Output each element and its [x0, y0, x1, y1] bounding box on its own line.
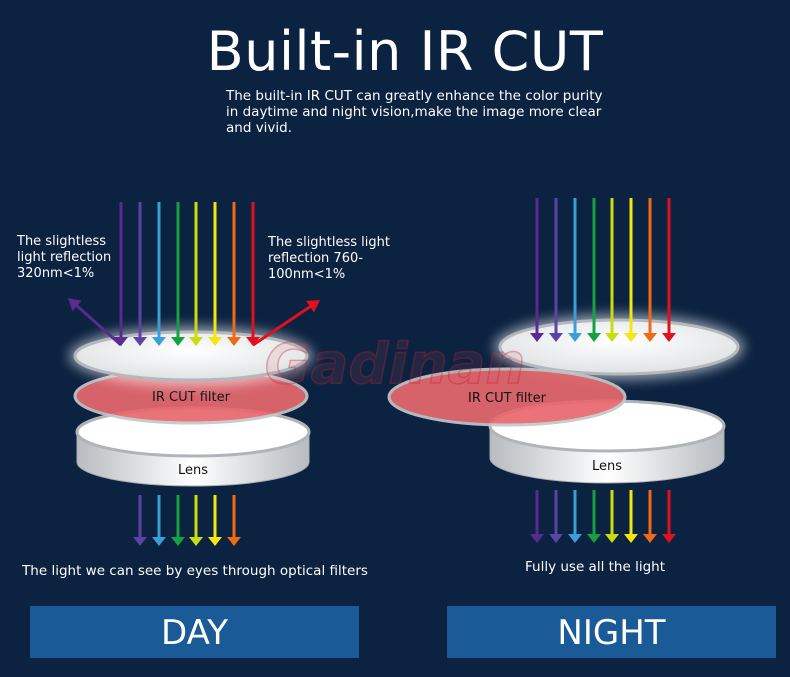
- day-reflection-arrow-ir-head: [306, 300, 320, 313]
- night-output-arrow-3-head: [587, 534, 601, 543]
- day-incoming-arrow-5: [208, 202, 222, 346]
- night-caption: Fully use all the light: [525, 559, 665, 575]
- night-output-arrow-5-head: [624, 534, 638, 543]
- day-output-arrow-4: [189, 495, 203, 546]
- day-incoming-arrow-0: [114, 202, 128, 346]
- night-incoming-arrow-7-head: [662, 333, 676, 342]
- night-incoming-arrow-0: [530, 198, 544, 342]
- day-output-arrow-6: [227, 495, 241, 546]
- day-ir-cut-filter: IR CUT filter: [73, 367, 309, 425]
- day-output-arrow-3: [171, 495, 185, 546]
- night-incoming-arrow-0-head: [530, 333, 544, 342]
- night-ir-cut-filter: IR CUT filter: [387, 367, 627, 427]
- night-ir-cut-filter-disc: [387, 367, 627, 427]
- night-output-arrow-3: [587, 490, 601, 543]
- day-reflection-arrow-ir: [252, 300, 320, 347]
- day-output-arrow-1: [133, 495, 147, 546]
- night-output-arrow-7: [662, 490, 676, 543]
- night-output-arrow-1: [549, 490, 563, 543]
- day-incoming-arrow-7-head: [246, 337, 260, 346]
- day-lens-label: Lens: [178, 463, 208, 478]
- night-lens-label: Lens: [592, 459, 622, 474]
- day-reflection-arrow-uv-shaft: [72, 302, 122, 347]
- day-output-arrow-6-head: [227, 537, 241, 546]
- day-reflection-arrow-uv-head: [68, 298, 82, 312]
- night-incoming-arrow-3: [587, 198, 601, 342]
- day-incoming-arrow-1-head: [133, 337, 147, 346]
- day-incoming-arrow-6-head: [227, 337, 241, 346]
- night-output-arrow-4: [605, 490, 619, 543]
- night-incoming-arrow-5: [624, 198, 638, 342]
- day-output-arrow-5-head: [208, 537, 222, 546]
- day-incoming-arrow-3-head: [171, 337, 185, 346]
- day-incoming-arrow-4: [189, 202, 203, 346]
- night-incoming-arrow-1: [549, 198, 563, 342]
- day-mode-label: DAY: [30, 606, 359, 658]
- night-output-arrow-2-head: [568, 534, 582, 543]
- night-output-arrow-6: [643, 490, 657, 543]
- day-reflection-arrow-uv: [68, 298, 122, 347]
- night-incoming-arrow-6: [643, 198, 657, 342]
- night-output-arrow-5: [624, 490, 638, 543]
- day-incoming-arrow-3: [171, 202, 185, 346]
- night-output-arrow-0-head: [530, 534, 544, 543]
- day-incoming-arrow-7: [246, 202, 260, 346]
- day-output-arrow-2-head: [152, 537, 166, 546]
- day-output-arrow-2: [152, 495, 166, 546]
- night-incoming-arrow-3-head: [587, 333, 601, 342]
- night-incoming-arrow-2: [568, 198, 582, 342]
- day-output-arrow-3-head: [171, 537, 185, 546]
- day-note-right: The slightless light reflection 760-100n…: [268, 235, 390, 282]
- night-output-arrow-2: [568, 490, 582, 543]
- night-incoming-arrow-6-head: [643, 333, 657, 342]
- day-incoming-arrow-1: [133, 202, 147, 346]
- night-output-arrow-6-head: [643, 534, 657, 543]
- day-output-arrow-1-head: [133, 537, 147, 546]
- day-incoming-arrow-5-head: [208, 337, 222, 346]
- night-output-arrow-4-head: [605, 534, 619, 543]
- day-note-left: The slightless light reflection 320nm<1%: [17, 234, 112, 281]
- night-output-arrow-7-head: [662, 534, 676, 543]
- day-output-arrow-5: [208, 495, 222, 546]
- day-incoming-arrow-0-head: [114, 337, 128, 346]
- page-subtitle: The built-in IR CUT can greatly enhance …: [226, 88, 603, 136]
- night-output-arrow-1-head: [549, 534, 563, 543]
- night-ir-cut-filter-label: IR CUT filter: [468, 391, 547, 406]
- night-incoming-arrow-4: [605, 198, 619, 342]
- day-output-arrow-4-head: [189, 537, 203, 546]
- day-incoming-arrow-2-head: [152, 337, 166, 346]
- night-incoming-arrow-7: [662, 198, 676, 342]
- day-caption: The light we can see by eyes through opt…: [22, 563, 368, 579]
- day-ir-cut-filter-label: IR CUT filter: [152, 390, 231, 405]
- day-incoming-arrow-4-head: [189, 337, 203, 346]
- night-mode-label: NIGHT: [447, 606, 776, 658]
- day-incoming-arrow-6: [227, 202, 241, 346]
- day-glass: [73, 330, 309, 382]
- watermark-logo: Gadinan: [265, 332, 526, 397]
- day-reflection-arrow-ir-shaft: [252, 303, 315, 347]
- day-incoming-arrow-2: [152, 202, 166, 346]
- night-incoming-arrow-2-head: [568, 333, 582, 342]
- night-incoming-arrow-5-head: [624, 333, 638, 342]
- page-title: Built-in IR CUT: [206, 20, 604, 83]
- night-incoming-arrow-1-head: [549, 333, 563, 342]
- night-incoming-arrow-4-head: [605, 333, 619, 342]
- night-output-arrow-0: [530, 490, 544, 543]
